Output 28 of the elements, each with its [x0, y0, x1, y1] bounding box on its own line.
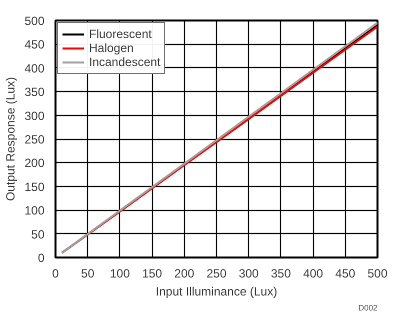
x-axis-title: Input Illuminance (Lux) [156, 284, 278, 298]
text: D002 [358, 304, 378, 312]
x-tick-label: 100 [110, 266, 130, 280]
y-tick-label: 150 [24, 180, 45, 194]
x-tick-label: 250 [206, 266, 227, 280]
x-tick-label: 50 [81, 266, 95, 280]
y-tick-label: 100 [24, 204, 45, 218]
y-tick-label: 50 [31, 227, 45, 242]
legend-label: Incandescent [89, 55, 160, 69]
x-tick-label: 500 [367, 266, 388, 280]
y-tick-label: 300 [24, 108, 45, 123]
x-tick-label: 200 [174, 266, 195, 280]
y-axis-title: Output Response (Lux) [3, 76, 18, 202]
y-tick-label: 500 [24, 14, 45, 28]
x-tick-label: 400 [303, 266, 324, 280]
y-tick-label: 400 [24, 61, 45, 76]
x-tick-label: 450 [335, 266, 356, 280]
y-tick-label: 0 [38, 251, 45, 265]
x-tick-label: 0 [52, 266, 60, 280]
x-tick-label: 150 [142, 266, 162, 280]
x-tick-label: 300 [238, 266, 260, 280]
y-tick-label: 450 [24, 38, 45, 52]
y-tick-label: 200 [24, 156, 45, 170]
x-tick-label: 350 [270, 266, 292, 280]
y-tick-label: 250 [24, 132, 45, 146]
legend-label: Fluorescent [89, 27, 152, 41]
legend-label: Halogen [89, 41, 134, 55]
y-tick-label: 350 [24, 85, 45, 100]
